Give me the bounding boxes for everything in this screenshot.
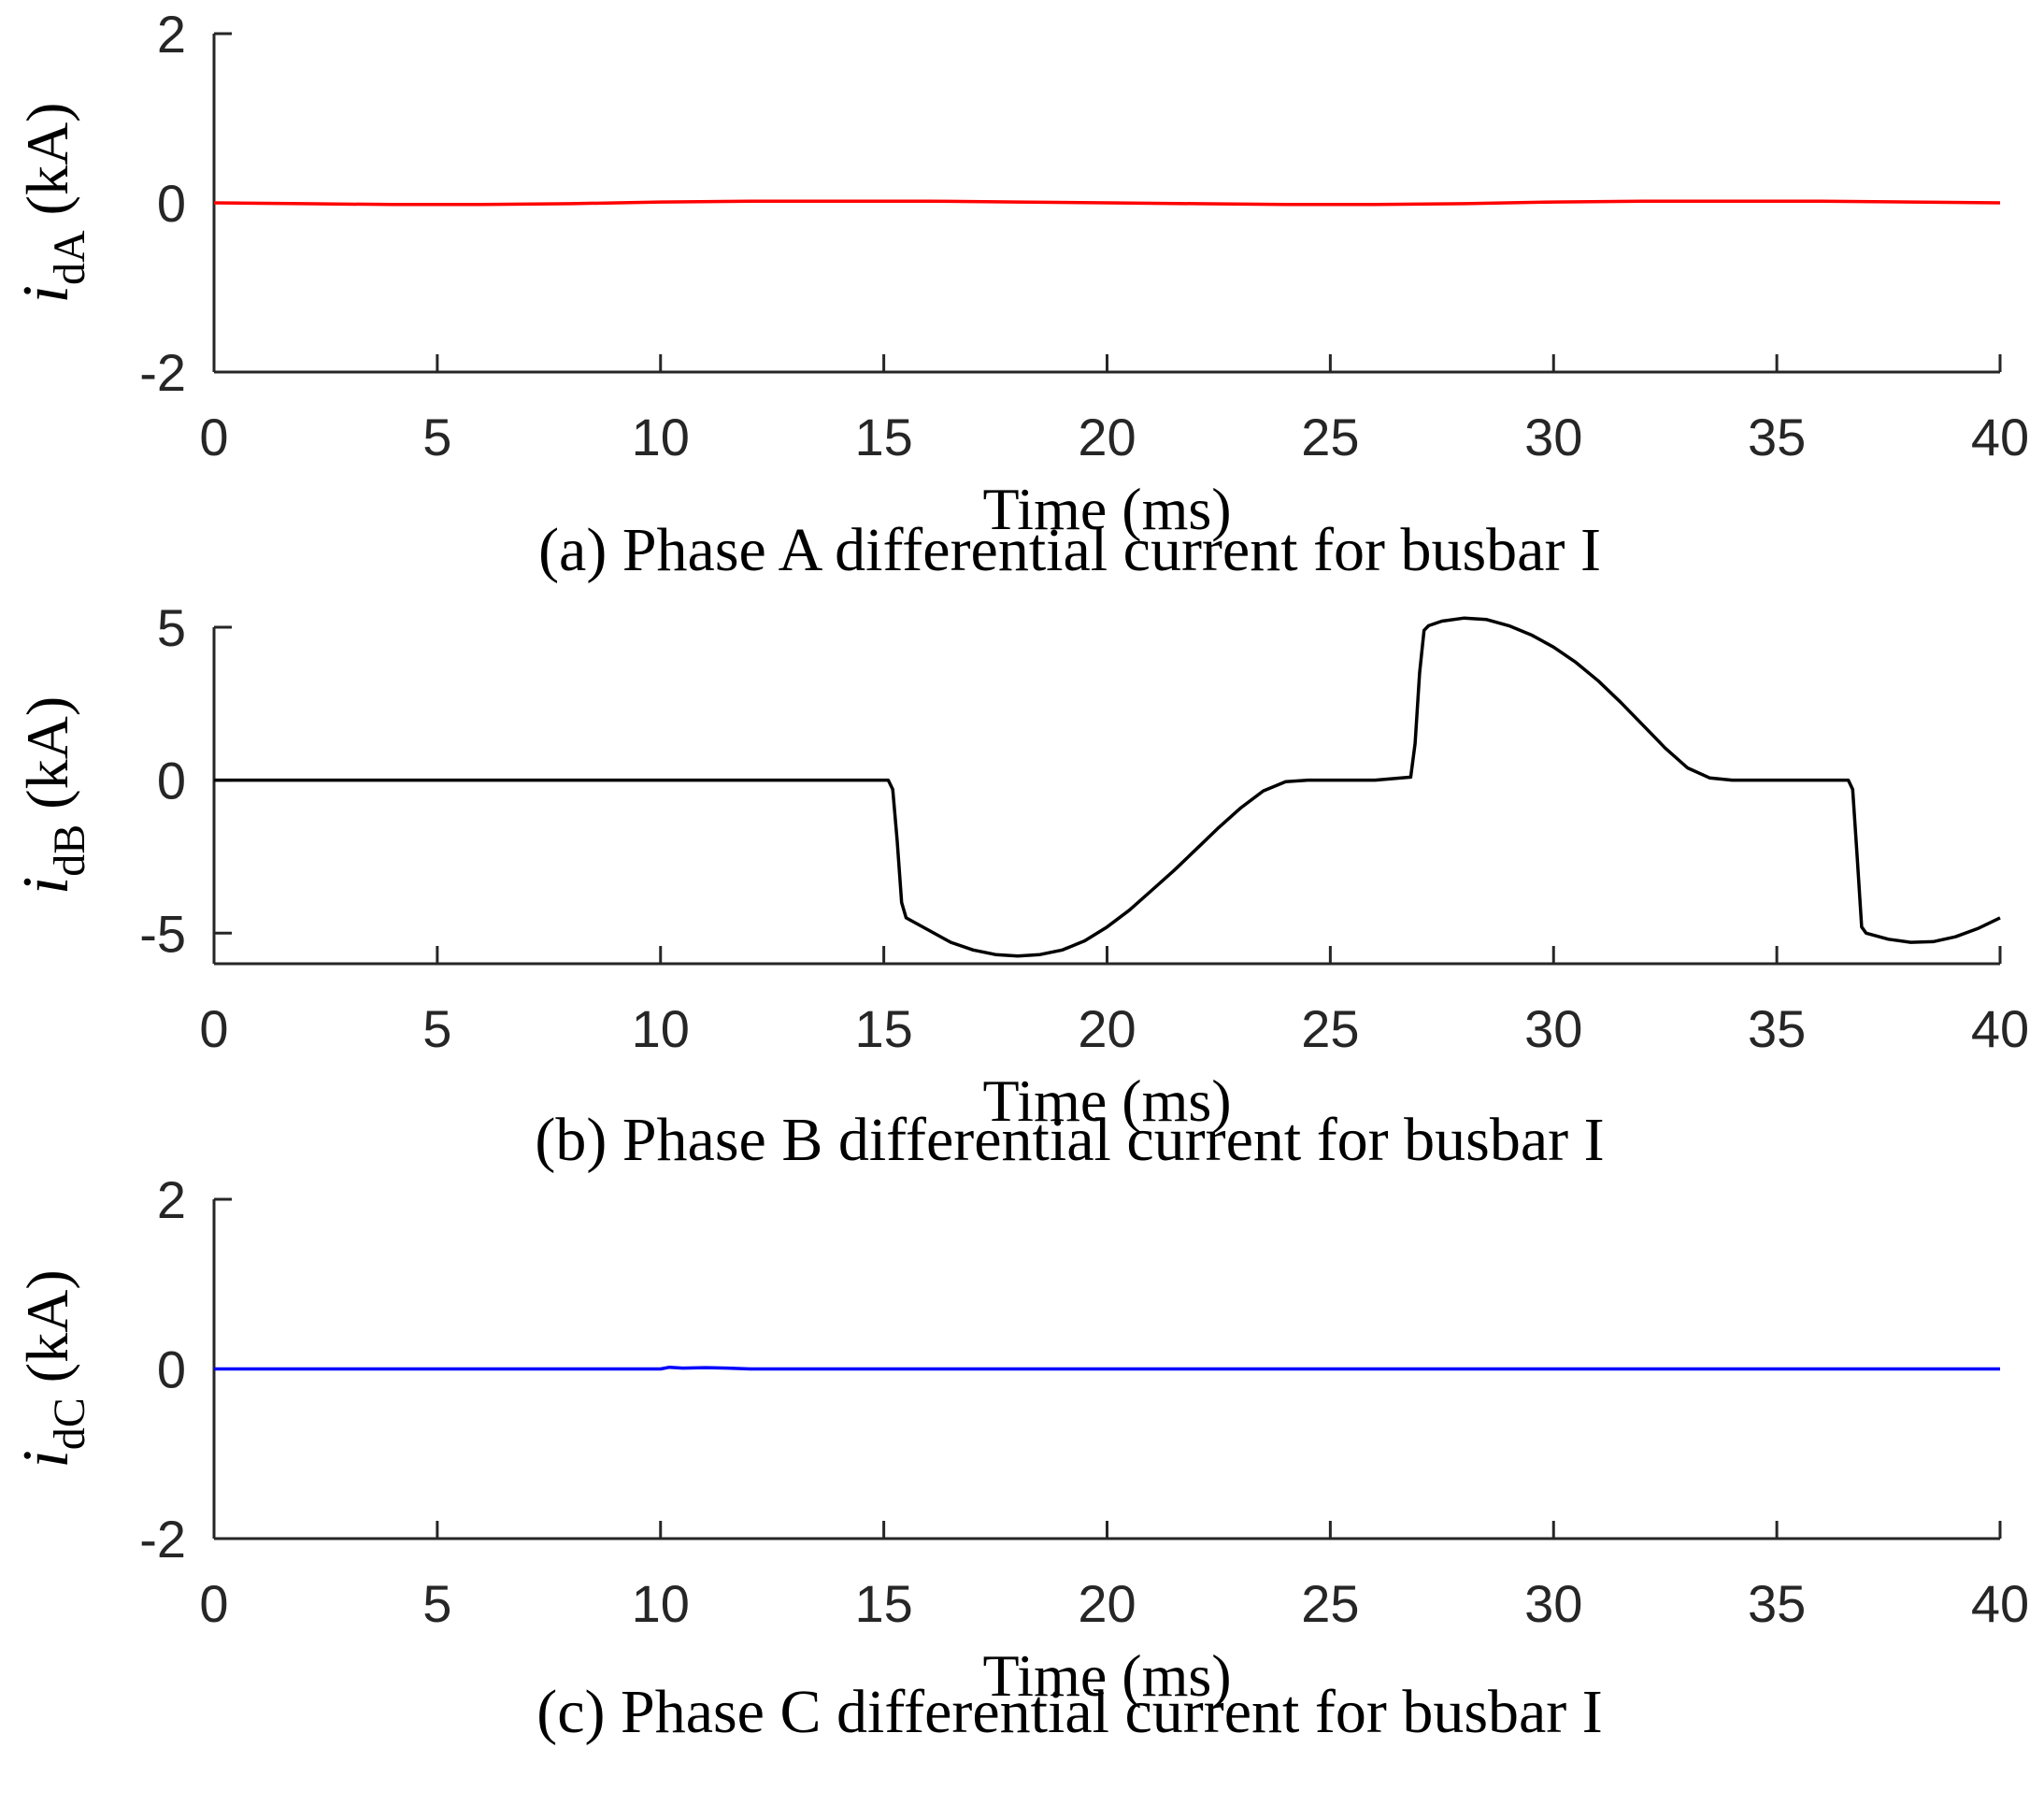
- y-tick-label: 2: [157, 5, 186, 64]
- x-tick-label: 0: [199, 999, 228, 1058]
- chart-caption: (c) Phase C differential current for bus…: [536, 1678, 1603, 1746]
- y-tick-label: 0: [157, 752, 186, 810]
- y-axis-var: i: [10, 1450, 82, 1468]
- x-tick-label: 30: [1524, 1574, 1582, 1633]
- x-tick-label: 15: [854, 408, 912, 466]
- x-axis-label: Time (ms): [982, 1067, 1231, 1134]
- x-tick-label: 10: [632, 1574, 690, 1633]
- x-tick-label: 25: [1301, 1574, 1359, 1633]
- x-axis-label: Time (ms): [982, 476, 1231, 542]
- y-axis-var: i: [10, 877, 82, 895]
- x-tick-label: 10: [632, 999, 690, 1058]
- y-axis-unit: (kA): [14, 696, 80, 809]
- series-line-i-dc: [214, 1365, 2000, 1371]
- x-tick-label: 15: [854, 999, 912, 1058]
- x-tick-label: 40: [1971, 999, 2029, 1058]
- x-tick-label: 25: [1301, 408, 1359, 466]
- y-tick-label: 2: [157, 1170, 186, 1229]
- x-tick-label: 40: [1971, 408, 2029, 466]
- y-axis-var: i: [10, 285, 82, 303]
- x-tick-label: 35: [1748, 1574, 1806, 1633]
- y-axis-unit: (kA): [14, 1269, 80, 1382]
- x-tick-label: 10: [632, 408, 690, 466]
- chart-caption: (b) Phase B differential current for bus…: [535, 1106, 1604, 1174]
- x-tick-label: 5: [422, 408, 451, 466]
- y-axis-unit: (kA): [14, 103, 80, 216]
- x-tick-label: 20: [1078, 408, 1136, 466]
- y-tick-label: 5: [157, 598, 186, 657]
- x-tick-label: 0: [199, 1574, 228, 1633]
- x-tick-label: 20: [1078, 999, 1136, 1058]
- y-axis-label: idC (kA): [10, 1269, 94, 1468]
- y-axis-subscript: dB: [45, 824, 94, 877]
- y-tick-label: 0: [157, 174, 186, 233]
- x-tick-label: 30: [1524, 408, 1582, 466]
- x-tick-label: 25: [1301, 999, 1359, 1058]
- y-axis-subscript: dC: [45, 1397, 94, 1450]
- x-axis-label: Time (ms): [982, 1642, 1231, 1709]
- x-tick-label: 5: [422, 1574, 451, 1633]
- series-line-i-db: [214, 616, 2001, 958]
- x-tick-label: 15: [854, 1574, 912, 1633]
- y-axis-label: idA (kA): [10, 103, 94, 304]
- y-tick-label: -5: [139, 904, 186, 963]
- y-axis-label: idB (kA): [10, 696, 94, 895]
- y-tick-label: -2: [139, 1510, 186, 1569]
- x-tick-label: 40: [1971, 1574, 2029, 1633]
- x-tick-label: 20: [1078, 1574, 1136, 1633]
- y-tick-label: -2: [139, 343, 186, 402]
- x-tick-label: 5: [422, 999, 451, 1058]
- x-tick-label: 30: [1524, 999, 1582, 1058]
- x-tick-label: 35: [1748, 999, 1806, 1058]
- chart-caption: (a) Phase A differential current for bus…: [538, 516, 1601, 584]
- x-tick-label: 35: [1748, 408, 1806, 466]
- series-line-i-da: [213, 199, 2001, 207]
- x-tick-label: 0: [199, 408, 228, 466]
- y-axis-subscript: dA: [45, 230, 94, 285]
- y-tick-label: 0: [157, 1340, 186, 1399]
